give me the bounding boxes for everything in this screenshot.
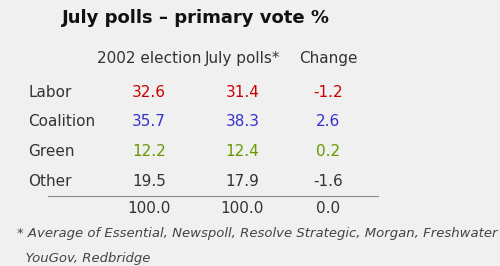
Text: July polls*: July polls* <box>204 51 280 66</box>
Text: 19.5: 19.5 <box>132 174 166 189</box>
Text: 32.6: 32.6 <box>132 85 166 99</box>
Text: 100.0: 100.0 <box>128 201 171 216</box>
Text: 38.3: 38.3 <box>226 114 260 129</box>
Text: * Average of Essential, Newspoll, Resolve Strategic, Morgan, Freshwater: * Average of Essential, Newspoll, Resolv… <box>17 227 498 240</box>
Text: 2002 election: 2002 election <box>97 51 202 66</box>
Text: Labor: Labor <box>28 85 72 99</box>
Text: Green: Green <box>28 144 75 159</box>
Text: Coalition: Coalition <box>28 114 96 129</box>
Text: July polls – primary vote %: July polls – primary vote % <box>62 9 330 27</box>
Text: -1.6: -1.6 <box>313 174 343 189</box>
Text: 17.9: 17.9 <box>226 174 260 189</box>
Text: 0.2: 0.2 <box>316 144 340 159</box>
Text: -1.2: -1.2 <box>313 85 342 99</box>
Text: Change: Change <box>298 51 357 66</box>
Text: 100.0: 100.0 <box>220 201 264 216</box>
Text: 0.0: 0.0 <box>316 201 340 216</box>
Text: 2.6: 2.6 <box>316 114 340 129</box>
Text: 12.2: 12.2 <box>132 144 166 159</box>
Text: YouGov, Redbridge: YouGov, Redbridge <box>17 252 150 265</box>
Text: 12.4: 12.4 <box>226 144 260 159</box>
Text: 35.7: 35.7 <box>132 114 166 129</box>
Text: Other: Other <box>28 174 72 189</box>
Text: 31.4: 31.4 <box>226 85 260 99</box>
